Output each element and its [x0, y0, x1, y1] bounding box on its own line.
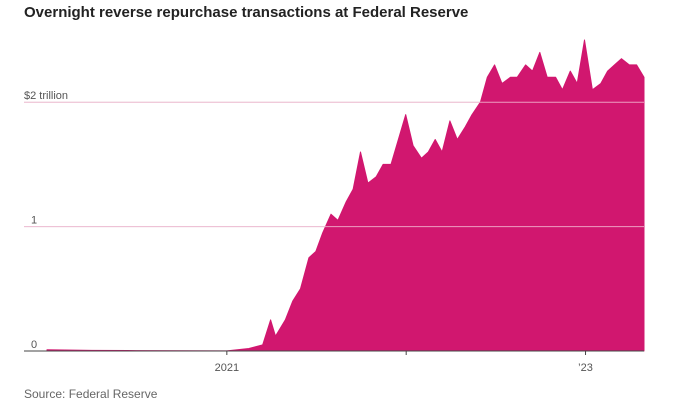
series-area — [46, 39, 645, 352]
gridlines-over — [24, 101, 644, 228]
y-tick-labels: 0 1 $2 trillion — [24, 90, 68, 351]
y-tick-label: 0 — [31, 339, 37, 351]
x-tick-label: 2021 — [215, 362, 239, 374]
chart-title: Overnight reverse repurchase transaction… — [24, 4, 469, 21]
x-tick-label: ’23 — [578, 362, 593, 374]
series-area-group — [46, 39, 645, 352]
y-tick-label: $2 trillion — [24, 90, 68, 102]
y-tick-label: 1 — [31, 215, 37, 227]
source-note: Source: Federal Reserve — [24, 387, 158, 401]
x-axis: 2021 ’23 — [24, 350, 644, 374]
